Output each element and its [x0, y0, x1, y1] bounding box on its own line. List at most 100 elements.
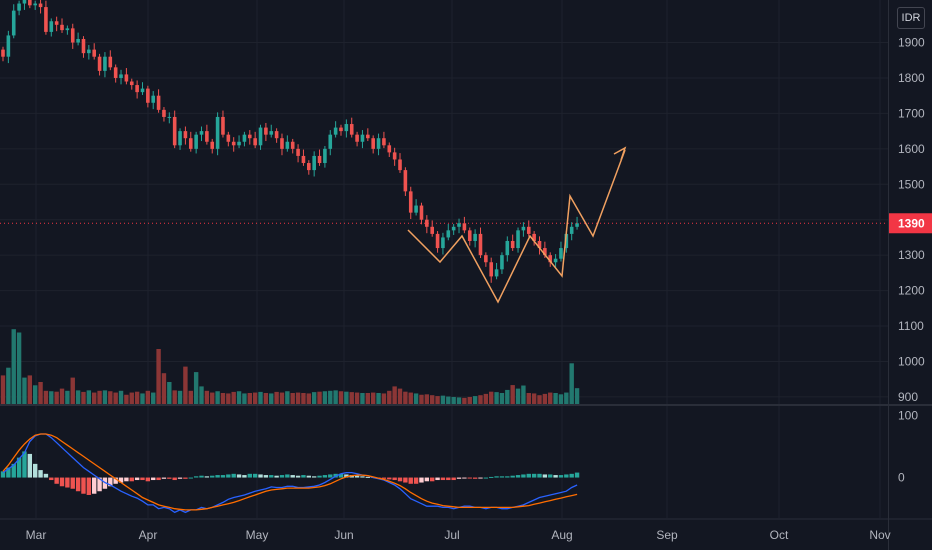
candle-body: [199, 131, 204, 135]
candle-body: [575, 223, 579, 227]
candle-body: [226, 134, 231, 142]
candle-body: [355, 134, 359, 142]
candle-body: [108, 56, 113, 68]
macd-histogram-bar: [387, 477, 392, 480]
candle-body: [494, 269, 499, 277]
price-tick-label: 1000: [898, 354, 925, 368]
macd-histogram-bar: [151, 477, 156, 481]
candle-body: [194, 134, 198, 149]
macd-histogram-bar: [199, 475, 204, 478]
macd-histogram-bar: [124, 477, 129, 482]
volume-bar: [263, 393, 269, 404]
macd-histogram-bar: [11, 463, 16, 478]
candle-body: [398, 159, 402, 171]
candle-body: [172, 116, 177, 146]
candle-body: [376, 138, 381, 149]
macd-histogram-bar: [526, 473, 531, 478]
price-tick-label: 1800: [898, 71, 925, 85]
volume-bar: [6, 367, 11, 404]
volume-bar: [311, 392, 317, 404]
macd-histogram-bar: [537, 473, 542, 478]
macd-histogram-bar: [97, 477, 102, 492]
volume-bar: [252, 392, 258, 404]
macd-histogram-bar: [424, 477, 430, 482]
macd-histogram-bar: [129, 477, 134, 482]
candle-body: [146, 88, 150, 103]
volume-bar: [38, 382, 43, 404]
volume-bar: [188, 390, 193, 404]
macd-histogram-bar: [140, 477, 145, 481]
volume-bar: [446, 396, 451, 404]
volume-bar: [134, 391, 140, 404]
volume-bar: [247, 393, 252, 404]
candle-body: [349, 124, 354, 135]
candle-body: [33, 3, 37, 6]
volume-bar: [279, 392, 285, 404]
candle-body: [60, 24, 64, 31]
candle-body: [290, 141, 295, 149]
candle-body: [65, 28, 70, 31]
macd-histogram-bar: [92, 477, 97, 494]
macd-histogram-bar: [311, 476, 317, 478]
time-axis[interactable]: Mar Apr May Jun Jul Aug Sep Oct Nov: [26, 528, 891, 542]
candle-body: [231, 141, 236, 146]
candle-body: [70, 28, 75, 43]
volume-bar: [515, 388, 521, 404]
volume-bar: [161, 373, 167, 404]
volume-bar: [204, 390, 210, 404]
volume-bar: [467, 396, 472, 404]
macd-histogram-bar: [542, 474, 548, 478]
volume-bar: [408, 392, 413, 404]
volume-bar: [462, 397, 467, 404]
candle-body: [28, 0, 32, 6]
candle-body: [269, 131, 274, 135]
candle-body: [521, 226, 526, 231]
volume-bar: [11, 329, 16, 404]
macd-histogram-bar: [510, 475, 515, 478]
macd-histogram-bar: [226, 474, 231, 478]
macd-histogram-bar: [16, 457, 22, 478]
volume-bar: [0, 375, 6, 404]
price-tick-label: 1700: [898, 106, 925, 120]
macd-histogram-bar: [54, 477, 59, 484]
volume-bar: [456, 397, 462, 404]
macd-histogram-bar: [553, 475, 558, 478]
month-label: Apr: [139, 528, 158, 542]
macd-histogram-bar: [467, 477, 472, 479]
arrow-head: [613, 146, 627, 161]
macd-histogram-bar: [38, 470, 43, 478]
macd-histogram-bar: [86, 477, 92, 495]
volume-bar: [499, 393, 505, 404]
volume-bar: [569, 363, 574, 404]
volume-bar: [564, 392, 569, 404]
macd-histogram-bar: [494, 476, 499, 478]
candle-body: [258, 127, 263, 146]
price-axis[interactable]: 9001000110012001300140015001600170018001…: [889, 36, 932, 485]
volume-bar: [478, 395, 483, 404]
macd-histogram-bar: [354, 475, 360, 478]
volume-bar: [451, 396, 456, 404]
price-tick-label: 1600: [898, 142, 925, 156]
volume-bar: [360, 393, 365, 404]
candle-body: [140, 88, 145, 93]
macd-histogram-bar: [167, 477, 172, 479]
volume-bar: [365, 393, 371, 404]
macd-histogram-bar: [220, 475, 226, 478]
candle-body: [414, 205, 418, 213]
volume-bar: [440, 395, 446, 404]
candle-body: [17, 3, 21, 11]
month-label: Nov: [869, 528, 890, 542]
macd-histogram-bar: [22, 451, 27, 478]
volume-bar: [494, 392, 499, 404]
candle-body: [430, 226, 434, 234]
volume-bar: [344, 391, 349, 404]
candle-body: [516, 230, 520, 249]
volume-bar: [285, 391, 290, 404]
month-label: Oct: [770, 528, 789, 542]
currency-badge[interactable]: IDR: [897, 7, 925, 29]
candle-body: [205, 131, 209, 142]
candle-body: [543, 248, 547, 256]
candle-body: [215, 116, 220, 149]
volume-bar: [140, 393, 145, 404]
